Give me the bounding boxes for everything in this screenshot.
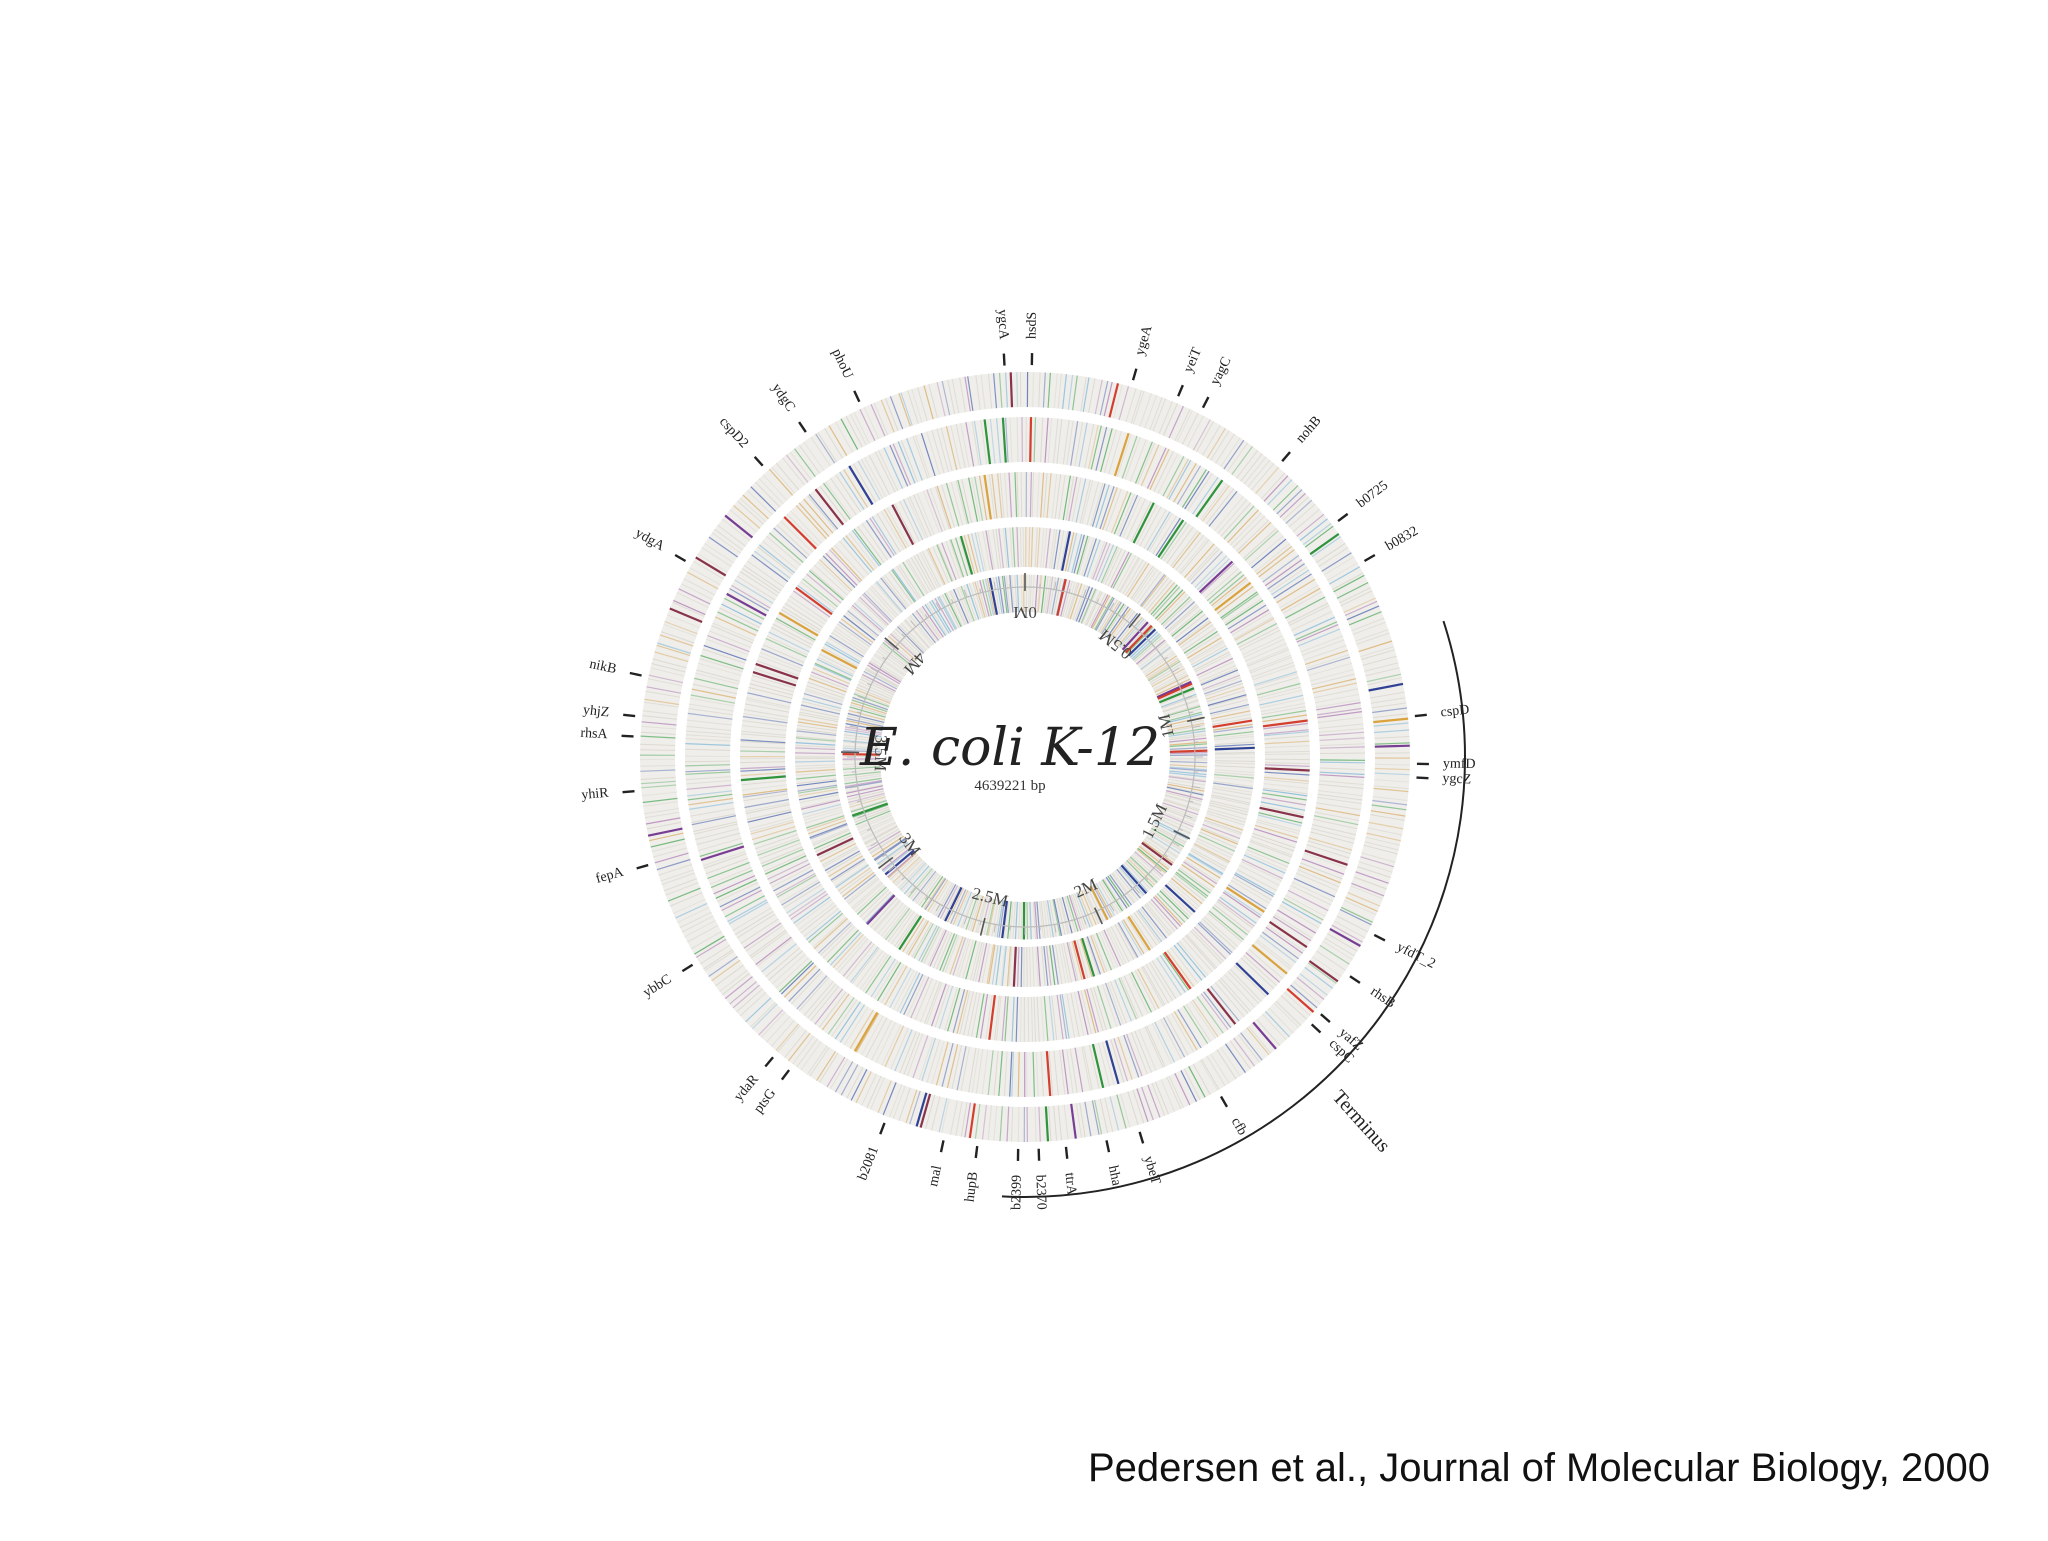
track-stripe xyxy=(1027,902,1028,940)
gene-label: ptsG xyxy=(751,1086,779,1116)
genome-title: E. coli K-12 xyxy=(859,718,1160,778)
gene-marker xyxy=(1107,1140,1109,1152)
gene-marker xyxy=(1221,1096,1227,1106)
gene-marker xyxy=(622,736,634,737)
gene-marker xyxy=(1364,555,1374,561)
gene-label: hha xyxy=(1105,1164,1124,1188)
gene-label: cspD xyxy=(1440,703,1470,721)
track-stripe xyxy=(1021,472,1022,517)
gene-marker xyxy=(854,391,859,402)
gene-marker xyxy=(637,865,649,868)
gene-label: b2399 xyxy=(1009,1175,1025,1210)
gene-label: cspD2 xyxy=(716,415,751,452)
gene-label: nikB xyxy=(588,657,618,677)
gene-marker xyxy=(755,457,763,466)
gene-marker xyxy=(1415,715,1427,716)
gene-label: yhjZ xyxy=(582,703,610,721)
track-stripe xyxy=(1021,947,1022,987)
scale-label: 0M xyxy=(1013,603,1037,622)
figure-caption: Pedersen et al., Journal of Molecular Bi… xyxy=(1088,1446,1990,1491)
gene-marker xyxy=(1066,1147,1067,1159)
gene-label: b2081 xyxy=(855,1144,882,1182)
gene-marker xyxy=(630,673,642,675)
track-stripe xyxy=(795,753,835,754)
gene-label: b2370 xyxy=(1032,1174,1048,1210)
gene-marker xyxy=(1338,514,1348,521)
track-stripe xyxy=(1320,762,1365,763)
gene-label: yagC xyxy=(1208,355,1235,388)
gene-label: ttrA xyxy=(1062,1172,1079,1197)
track-stripe xyxy=(1017,372,1018,407)
gene-label: ydgA xyxy=(632,526,667,555)
gene-marker xyxy=(941,1140,943,1152)
track-stripe xyxy=(1011,372,1012,407)
track-stripe xyxy=(685,761,730,762)
track-stripe xyxy=(1170,751,1208,752)
gene-marker xyxy=(675,555,685,561)
gene-marker xyxy=(623,715,635,716)
track-stripe xyxy=(1028,997,1029,1042)
gene-marker xyxy=(1321,1014,1330,1022)
gene-label: b0832 xyxy=(1383,524,1421,554)
gene-label: mal xyxy=(926,1164,945,1188)
gene-label: ygcA xyxy=(994,309,1011,341)
gene-label: nohB xyxy=(1293,414,1324,447)
terminus-label: Terminus xyxy=(1328,1086,1395,1157)
genome-size: 4639221 bp xyxy=(974,778,1045,794)
gene-marker xyxy=(1350,976,1360,983)
gene-marker xyxy=(1004,354,1005,366)
gene-marker xyxy=(1133,369,1136,381)
gene-label: cfb xyxy=(1228,1115,1250,1138)
gene-marker xyxy=(765,1057,773,1066)
track-stripe xyxy=(1170,753,1207,754)
gene-marker xyxy=(1178,385,1183,396)
gene-marker xyxy=(1282,452,1290,461)
track-stripe xyxy=(1018,1107,1019,1142)
gene-label: phoU xyxy=(829,347,856,382)
gene-marker xyxy=(1374,935,1385,940)
gene-label: hupB xyxy=(963,1171,982,1203)
gene-label: ybbC xyxy=(641,972,675,1001)
gene-label: rhsA xyxy=(580,726,609,742)
gene-marker xyxy=(976,1146,977,1158)
gene-label: yhiR xyxy=(581,786,610,803)
gene-marker xyxy=(782,1070,789,1080)
track-stripe xyxy=(1320,753,1365,754)
gene-label: fepA xyxy=(594,864,626,886)
track-stripe xyxy=(1215,754,1255,755)
track-stripe xyxy=(1320,760,1365,761)
track-stripe xyxy=(1029,527,1030,567)
track-stripe xyxy=(1375,746,1410,747)
gene-marker xyxy=(799,422,806,432)
gene-marker xyxy=(682,965,692,971)
gene-label: ymfD xyxy=(1443,757,1476,773)
gene-marker xyxy=(1203,397,1208,408)
track-stripe xyxy=(640,750,675,751)
gene-label: ybeT xyxy=(1140,1154,1163,1186)
gene-marker xyxy=(880,1123,884,1134)
gene-label: yfdT_2 xyxy=(1394,940,1438,972)
track-stripe xyxy=(1170,760,1208,761)
gene-marker xyxy=(1416,778,1428,779)
track-stripe xyxy=(1021,997,1022,1042)
gene-label: b0725 xyxy=(1354,478,1391,511)
gene-marker xyxy=(623,791,635,792)
track-stripe xyxy=(1030,417,1031,462)
gene-label: yeiT xyxy=(1181,345,1205,375)
gene-label: ydgC xyxy=(768,381,797,415)
gene-label: ygcZ xyxy=(1442,771,1472,787)
gene-marker xyxy=(1312,1024,1321,1032)
track-stripe xyxy=(1265,754,1310,755)
gene-label: hsdS xyxy=(1025,312,1040,339)
gene-label: ygeA xyxy=(1133,323,1156,357)
gene-marker xyxy=(1140,1132,1144,1143)
track-stripe xyxy=(1215,761,1255,762)
